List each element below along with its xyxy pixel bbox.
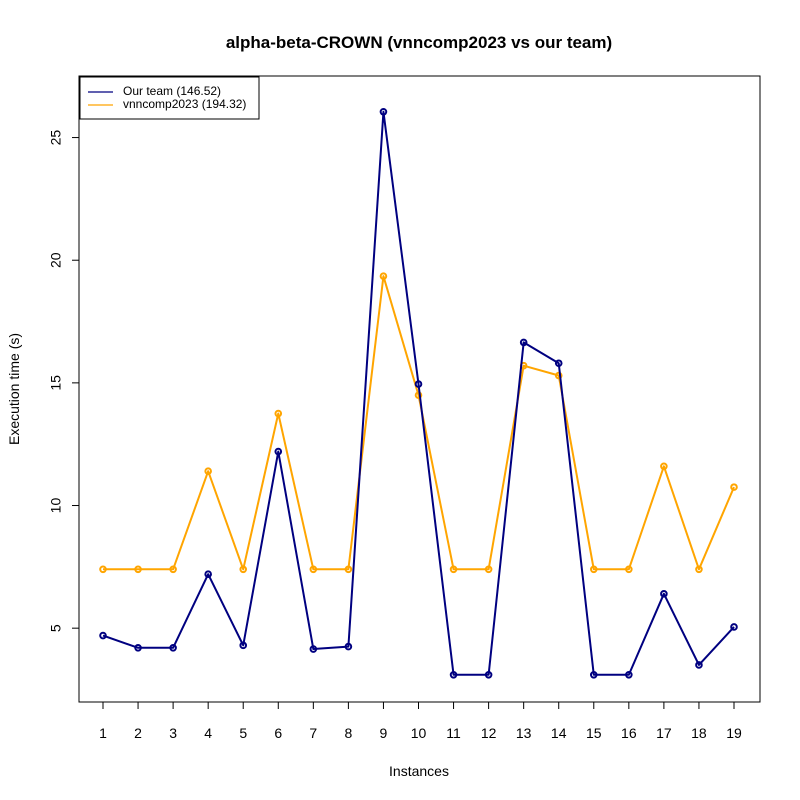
data-point: [134, 565, 142, 574]
x-tick-label: 3: [169, 725, 177, 741]
series-line: [103, 275, 735, 571]
series-0: [99, 108, 738, 679]
x-tick-label: 6: [274, 725, 282, 741]
data-point: [449, 565, 458, 574]
data-point: [379, 108, 388, 116]
legend: Our team (146.52)vnncomp2023 (194.32): [79, 76, 260, 120]
data-point: [414, 380, 423, 388]
x-tick-label: 12: [481, 725, 497, 741]
data-point: [169, 643, 177, 652]
x-tick-label: 5: [239, 725, 247, 741]
x-axis: 1 2 3 4 5 6 7 8 9 10 11 12 13 14 15 16 17 18 19: [99, 701, 742, 741]
x-tick-label: 15: [586, 725, 602, 741]
data-point: [274, 447, 283, 456]
data-point: [730, 623, 738, 631]
x-tick-label: 11: [446, 725, 461, 741]
y-tick-label: 25: [48, 130, 64, 146]
x-tick-label: 1: [99, 725, 107, 741]
data-point: [554, 371, 563, 380]
data-point: [309, 645, 318, 653]
series-1: [99, 272, 738, 574]
data-point: [344, 642, 353, 651]
data-point: [239, 565, 248, 574]
data-point: [589, 670, 598, 679]
x-tick-label: 9: [380, 725, 388, 741]
data-point: [589, 565, 598, 574]
y-axis-label: Execution time (s): [6, 333, 22, 445]
data-point: [484, 565, 493, 574]
x-tick-label: 8: [344, 725, 352, 741]
data-point: [99, 631, 107, 640]
data-point: [625, 565, 633, 574]
legend-box: [79, 76, 260, 120]
y-axis: 5 10 15 20 25: [48, 130, 80, 632]
x-tick-label: 19: [726, 725, 742, 741]
x-tick-label: 4: [204, 725, 212, 741]
data-point: [660, 590, 668, 598]
y-tick-label: 10: [48, 498, 64, 514]
data-point: [204, 570, 212, 579]
legend-entry: Our team (146.52): [123, 84, 221, 98]
x-tick-label: 2: [134, 725, 142, 741]
chart-title: alpha-beta-CROWN (vnncomp2023 vs our tea…: [226, 33, 612, 52]
legend-entry: vnncomp2023 (194.32): [123, 97, 246, 111]
x-tick-label: 18: [691, 725, 707, 741]
series-line: [102, 110, 735, 676]
x-tick-label: 13: [516, 725, 532, 741]
data-point: [695, 565, 703, 574]
data-point: [379, 272, 388, 280]
data-point: [695, 661, 703, 669]
data-point: [730, 483, 738, 491]
y-tick-label: 5: [48, 624, 64, 632]
x-axis-label: Instances: [389, 763, 449, 779]
x-tick-label: 17: [656, 725, 672, 741]
data-point: [99, 565, 107, 574]
data-point: [239, 641, 248, 650]
y-tick-label: 15: [48, 375, 64, 391]
data-point: [449, 670, 458, 679]
data-point: [519, 338, 528, 347]
x-tick-label: 7: [309, 725, 317, 741]
data-point: [625, 670, 633, 679]
x-tick-label: 10: [411, 725, 427, 741]
data-point: [554, 359, 563, 368]
data-point: [169, 565, 177, 574]
x-tick-label: 16: [621, 725, 637, 741]
data-point: [134, 643, 142, 652]
data-point: [344, 565, 353, 574]
data-point: [660, 462, 668, 471]
data-point: [484, 670, 493, 679]
data-point: [204, 467, 212, 475]
data-point: [274, 409, 283, 418]
data-point: [309, 565, 318, 574]
y-tick-label: 20: [48, 252, 64, 268]
series-layer: [99, 108, 738, 679]
x-tick-label: 14: [551, 725, 567, 741]
